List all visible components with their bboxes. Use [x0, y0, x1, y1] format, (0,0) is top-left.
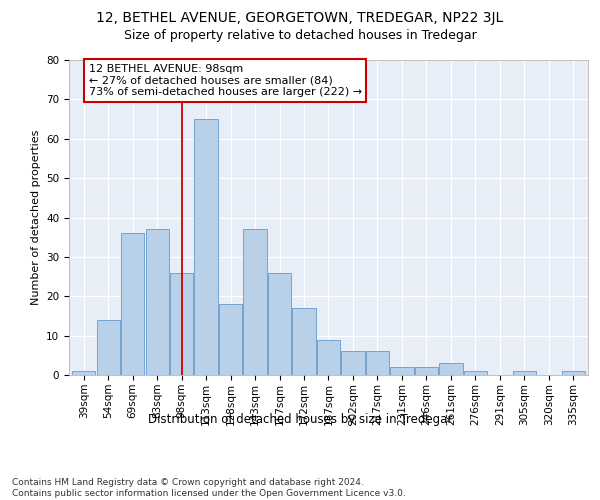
Text: Distribution of detached houses by size in Tredegar: Distribution of detached houses by size …	[148, 412, 452, 426]
Bar	[194, 119, 218, 375]
Bar	[391, 367, 413, 375]
Bar	[219, 304, 242, 375]
Bar	[464, 371, 487, 375]
Text: 12, BETHEL AVENUE, GEORGETOWN, TREDEGAR, NP22 3JL: 12, BETHEL AVENUE, GEORGETOWN, TREDEGAR,…	[97, 11, 503, 25]
Bar	[513, 371, 536, 375]
Bar	[170, 272, 193, 375]
Bar	[121, 233, 144, 375]
Text: Contains HM Land Registry data © Crown copyright and database right 2024.
Contai: Contains HM Land Registry data © Crown c…	[12, 478, 406, 498]
Bar	[439, 363, 463, 375]
Text: Size of property relative to detached houses in Tredegar: Size of property relative to detached ho…	[124, 29, 476, 42]
Y-axis label: Number of detached properties: Number of detached properties	[31, 130, 41, 305]
Bar	[562, 371, 585, 375]
Bar	[366, 352, 389, 375]
Bar	[244, 230, 266, 375]
Bar	[97, 320, 120, 375]
Bar	[292, 308, 316, 375]
Bar	[415, 367, 438, 375]
Bar	[317, 340, 340, 375]
Bar	[268, 272, 291, 375]
Bar	[72, 371, 95, 375]
Text: 12 BETHEL AVENUE: 98sqm
← 27% of detached houses are smaller (84)
73% of semi-de: 12 BETHEL AVENUE: 98sqm ← 27% of detache…	[89, 64, 362, 97]
Bar	[146, 230, 169, 375]
Bar	[341, 352, 365, 375]
